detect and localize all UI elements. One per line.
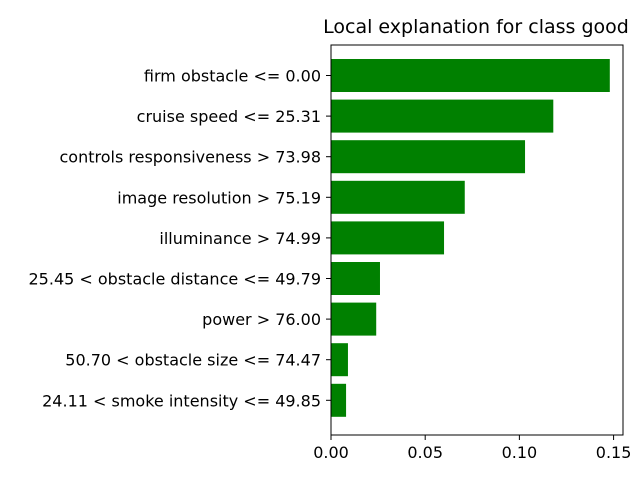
x-tick-label-1: 0.05 [407,443,443,462]
bars-group [331,59,610,417]
bar-0 [331,59,610,92]
y-tick-label-0: firm obstacle <= 0.00 [144,67,321,86]
x-tick-label-0: 0.00 [313,443,349,462]
chart-title: Local explanation for class good [323,16,629,38]
y-tick-label-4: illuminance > 74.99 [159,229,321,248]
y-tick-label-8: 24.11 < smoke intensity <= 49.85 [42,391,321,410]
y-tick-label-1: cruise speed <= 25.31 [137,107,321,126]
bar-5 [331,262,380,295]
bar-4 [331,221,445,255]
axes-border [330,44,624,436]
y-tick-label-5: 25.45 < obstacle distance <= 49.79 [29,270,322,289]
bar-8 [331,383,347,417]
x-tick-label-2: 0.10 [502,443,538,462]
plot-frame [330,44,624,436]
bar-7 [331,343,348,377]
y-tick-label-7: 50.70 < obstacle size <= 74.47 [65,351,321,370]
y-tick-labels: firm obstacle <= 0.00 cruise speed <= 25.… [29,67,331,410]
bar-6 [331,302,377,336]
y-tick-label-2: controls responsiveness > 73.98 [59,148,321,167]
bar-1 [331,99,554,133]
bar-2 [331,140,526,174]
x-ticks: 0.00 0.05 0.10 0.15 [313,435,631,462]
x-tick-label-3: 0.15 [596,443,632,462]
bar-3 [331,180,465,214]
y-tick-label-3: image resolution > 75.19 [117,188,321,207]
y-tick-label-6: power > 76.00 [202,310,321,329]
